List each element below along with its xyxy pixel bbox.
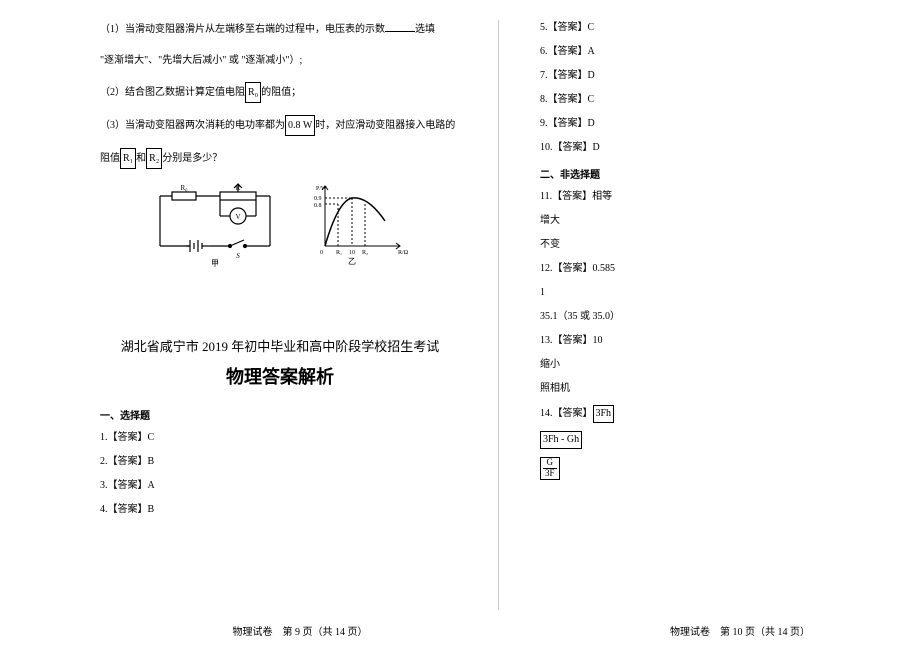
page-right: 5.【答案】C 6.【答案】A 7.【答案】D 8.【答案】C 9.【答案】D … bbox=[520, 0, 920, 650]
svg-text:10: 10 bbox=[349, 250, 355, 256]
q3-r1: R₁ bbox=[120, 148, 136, 169]
q2-r0: R₀ bbox=[245, 82, 261, 103]
title-block: 湖北省咸宁市 2019 年初中毕业和高中阶段学校招生考试 物理答案解析 bbox=[100, 336, 460, 389]
svg-text:乙: 乙 bbox=[348, 257, 356, 266]
section-1: 一、选择题 bbox=[100, 407, 460, 422]
ans-12: 12.【答案】0.585 bbox=[540, 261, 900, 277]
page-left: （1）当滑动变阻器滑片从左端移至右端的过程中，电压表的示数 选填 "逐渐增大"、"… bbox=[80, 0, 480, 650]
q3-d: 分别是多少？ bbox=[162, 153, 222, 164]
ans-13: 13.【答案】10 bbox=[540, 333, 900, 349]
frac-den: 3F bbox=[543, 469, 557, 479]
q3-pw: 0.8 W bbox=[285, 115, 315, 136]
ans-7: 7.【答案】D bbox=[540, 68, 900, 84]
question-1-opts: "逐渐增大"、"先增大后减小" 或 "逐渐减小"）; bbox=[100, 51, 460, 70]
section-2: 二、非选择题 bbox=[540, 166, 900, 181]
title-sub: 物理答案解析 bbox=[100, 363, 460, 389]
ans-14-label: 14.【答案】 bbox=[540, 408, 593, 419]
ans-14-v2: 3Fh - Gh bbox=[540, 431, 582, 449]
ans-11: 11.【答案】相等 bbox=[540, 189, 900, 205]
ans-11c: 不变 bbox=[540, 237, 900, 253]
footer-left: 物理试卷 第 9 页（共 14 页） bbox=[100, 623, 500, 638]
svg-text:V: V bbox=[235, 213, 240, 221]
svg-text:P/W: P/W bbox=[316, 186, 327, 192]
question-2: （2）结合图乙数据计算定值电阻R₀的阻值； bbox=[100, 82, 460, 103]
question-3: （3）当滑动变阻器两次消耗的电功率都为0.8 W时，对应滑动变阻器接入电路的 bbox=[100, 115, 460, 136]
ans-2: 2.【答案】B bbox=[100, 454, 460, 470]
ans-3: 3.【答案】A bbox=[100, 478, 460, 494]
ans-12c: 35.1（35 或 35.0） bbox=[540, 309, 900, 325]
diagram-svg: R₀ R V bbox=[150, 181, 410, 271]
svg-text:R₁: R₁ bbox=[336, 250, 342, 256]
question-3b: 阻值R₁和R₂分别是多少？ bbox=[100, 148, 460, 169]
svg-text:甲: 甲 bbox=[211, 259, 219, 268]
ans-6: 6.【答案】A bbox=[540, 44, 900, 60]
ans-10: 10.【答案】D bbox=[540, 140, 900, 156]
ans-1: 1.【答案】C bbox=[100, 430, 460, 446]
ans-13b: 缩小 bbox=[540, 357, 900, 373]
ans-11b: 增大 bbox=[540, 213, 900, 229]
ans-8: 8.【答案】C bbox=[540, 92, 900, 108]
footer-right: 物理试卷 第 10 页（共 14 页） bbox=[540, 623, 920, 638]
ans-5: 5.【答案】C bbox=[540, 20, 900, 36]
svg-text:R/Ω: R/Ω bbox=[398, 250, 409, 256]
svg-text:S: S bbox=[236, 252, 240, 260]
svg-text:R: R bbox=[236, 184, 241, 192]
ans-13c: 照相机 bbox=[540, 381, 900, 397]
svg-text:0: 0 bbox=[320, 250, 323, 256]
ans-14-v3: G 3F bbox=[540, 457, 560, 480]
ans-14b: 3Fh - Gh bbox=[540, 431, 900, 449]
q3-a: （3）当滑动变阻器两次消耗的电功率都为 bbox=[100, 120, 285, 131]
ans-14c: G 3F bbox=[540, 457, 900, 480]
page-divider bbox=[498, 20, 499, 610]
frac: G 3F bbox=[543, 458, 557, 479]
q1-tail: 选填 bbox=[415, 24, 435, 35]
q3-and: 和 bbox=[136, 153, 146, 164]
q2-a: （2）结合图乙数据计算定值电阻 bbox=[100, 87, 245, 98]
ans-14: 14.【答案】3Fh bbox=[540, 405, 900, 423]
svg-text:R₂: R₂ bbox=[362, 250, 368, 256]
ans-4: 4.【答案】B bbox=[100, 502, 460, 518]
title-main: 湖北省咸宁市 2019 年初中毕业和高中阶段学校招生考试 bbox=[100, 336, 460, 355]
ans-12b: 1 bbox=[540, 285, 900, 301]
circuit-graph-diagram: R₀ R V bbox=[100, 181, 460, 276]
svg-text:R₀: R₀ bbox=[180, 184, 188, 192]
question-1: （1）当滑动变阻器滑片从左端移至右端的过程中，电压表的示数 选填 bbox=[100, 20, 460, 39]
ans-14-v1: 3Fh bbox=[593, 405, 615, 423]
svg-text:0.8: 0.8 bbox=[314, 203, 322, 209]
q3-r2: R₂ bbox=[146, 148, 162, 169]
q1-text: （1）当滑动变阻器滑片从左端移至右端的过程中，电压表的示数 bbox=[100, 24, 385, 35]
q3-b: 时，对应滑动变阻器接入电路的 bbox=[315, 120, 455, 131]
q1-blank bbox=[385, 22, 415, 32]
q3-c: 阻值 bbox=[100, 153, 120, 164]
svg-text:0.9: 0.9 bbox=[314, 196, 322, 202]
q2-b: 的阻值； bbox=[261, 87, 301, 98]
ans-9: 9.【答案】D bbox=[540, 116, 900, 132]
